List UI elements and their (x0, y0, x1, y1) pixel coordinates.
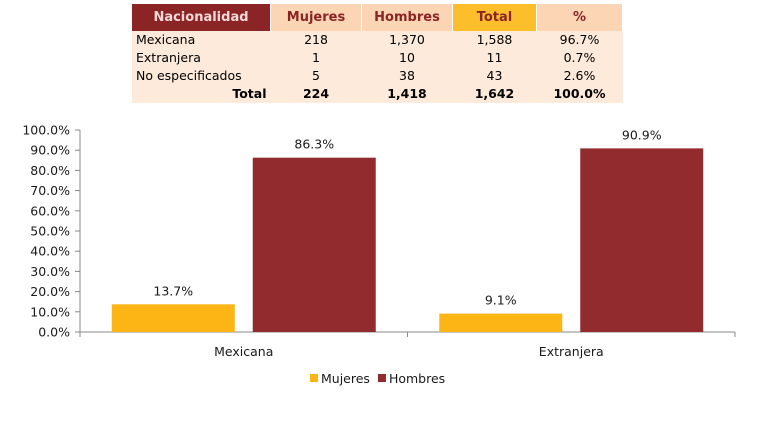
cell-total-mujeres: 224 (270, 85, 362, 103)
y-tick-label: 50.0% (30, 224, 70, 239)
x-category-label: Mexicana (214, 344, 273, 359)
y-tick-label: 30.0% (30, 264, 70, 279)
cell-total-percent: 100.0% (536, 85, 623, 103)
y-tick-label: 60.0% (30, 203, 70, 218)
y-tick-label: 20.0% (30, 284, 70, 299)
bar-mujeres (111, 304, 235, 332)
table-row: No especificados 5 38 43 2.6% (132, 67, 623, 85)
x-category-label: Extranjera (539, 344, 604, 359)
cell-total: 43 (452, 67, 537, 85)
cell-percent: 0.7% (536, 49, 623, 67)
cell-hombres: 38 (361, 67, 453, 85)
nationality-table: Nacionalidad Mujeres Hombres Total % Mex… (132, 4, 623, 103)
table-row: Mexicana 218 1,370 1,588 96.7% (132, 31, 623, 49)
y-tick-label: 10.0% (30, 304, 70, 319)
bar-mujeres (439, 313, 563, 332)
y-tick-label: 70.0% (30, 183, 70, 198)
legend-label-hombres: Hombres (389, 371, 445, 386)
cell-total-label: Total (132, 85, 271, 103)
cell-hombres: 10 (361, 49, 453, 67)
legend-swatch-hombres (377, 374, 386, 382)
header-total: Total (452, 4, 537, 31)
cell-nationality: Extranjera (132, 49, 271, 67)
cell-total: 11 (452, 49, 537, 67)
data-label: 90.9% (622, 127, 662, 142)
cell-hombres: 1,370 (361, 31, 453, 49)
header-nacionalidad: Nacionalidad (132, 4, 271, 31)
bar-hombres (252, 157, 376, 332)
header-hombres: Hombres (361, 4, 453, 31)
y-tick-label: 80.0% (30, 163, 70, 178)
cell-percent: 96.7% (536, 31, 623, 49)
cell-mujeres: 5 (270, 67, 362, 85)
table-row: Extranjera 1 10 11 0.7% (132, 49, 623, 67)
table-total-row: Total 224 1,418 1,642 100.0% (132, 85, 623, 103)
cell-nationality: Mexicana (132, 31, 271, 49)
data-label: 13.7% (153, 283, 193, 298)
y-tick-label: 0.0% (38, 325, 70, 340)
cell-percent: 2.6% (536, 67, 623, 85)
y-tick-label: 100.0% (22, 123, 70, 138)
bar-hombres (580, 148, 704, 332)
cell-mujeres: 218 (270, 31, 362, 49)
cell-total-total: 1,642 (452, 85, 537, 103)
header-percent: % (536, 4, 623, 31)
y-tick-label: 90.0% (30, 143, 70, 158)
legend-label-mujeres: Mujeres (321, 371, 370, 386)
cell-total-hombres: 1,418 (361, 85, 453, 103)
cell-nationality: No especificados (132, 67, 271, 85)
bar-chart: 0.0% 10.0% 20.0% 30.0% 40.0% 50.0% 60.0% 70.0% 8… (22, 123, 736, 386)
cell-total: 1,588 (452, 31, 537, 49)
header-mujeres: Mujeres (270, 4, 362, 31)
data-label: 86.3% (294, 137, 334, 152)
y-tick-label: 40.0% (30, 244, 70, 259)
legend-swatch-mujeres (310, 374, 318, 382)
cell-mujeres: 1 (270, 49, 362, 67)
data-label: 9.1% (485, 293, 517, 308)
table-header-row: Nacionalidad Mujeres Hombres Total % (132, 4, 623, 31)
